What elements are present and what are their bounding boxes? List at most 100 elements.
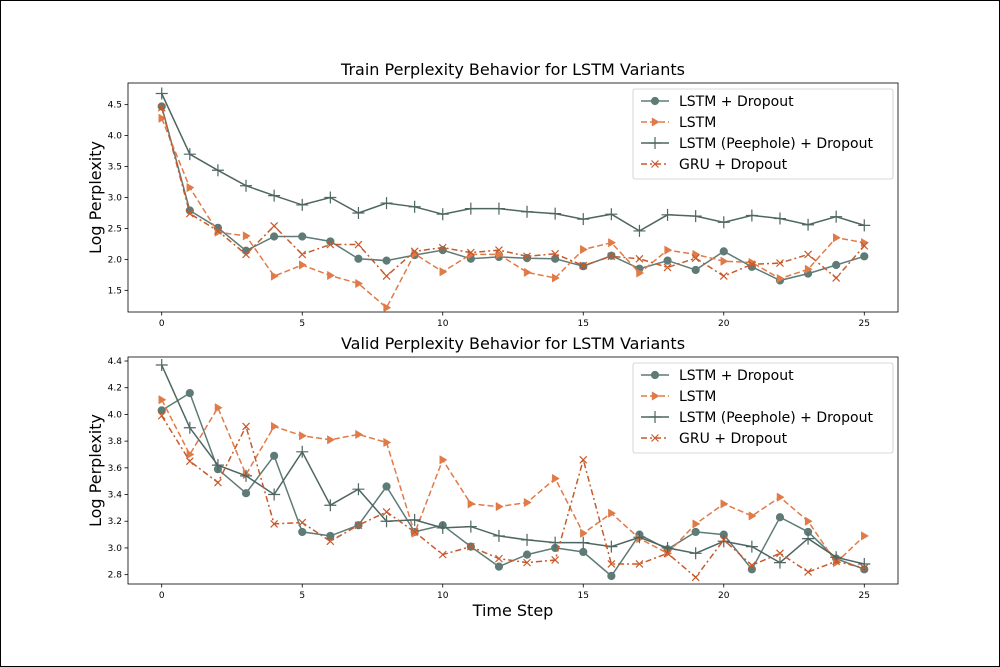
y-tick-label: 1.5 <box>108 286 122 296</box>
data-point <box>242 250 250 259</box>
data-point <box>299 260 307 270</box>
series-line <box>161 399 865 564</box>
data-point <box>155 359 168 372</box>
x-axis-label: Time Step <box>472 601 554 620</box>
data-point <box>380 197 393 210</box>
y-tick-label: 2.8 <box>108 571 123 581</box>
data-point <box>298 250 307 259</box>
data-point <box>327 270 336 281</box>
series-line <box>160 107 865 280</box>
data-point <box>691 265 700 275</box>
data-point <box>155 87 168 100</box>
series-gru <box>157 103 869 282</box>
data-point <box>242 231 251 241</box>
data-point <box>523 558 531 567</box>
data-point <box>270 222 279 230</box>
legend-box <box>632 362 894 454</box>
legend-entry: LSTM (Peephole) + Dropout <box>641 136 873 152</box>
data-point <box>241 489 251 498</box>
legend-entry: GRU + Dropout <box>641 431 788 447</box>
data-point <box>523 252 531 261</box>
legend-label: LSTM (Peephole) + Dropout <box>679 136 873 152</box>
x-tick-label: 0 <box>159 591 165 601</box>
data-point <box>382 482 391 491</box>
y-tick-label: 4.0 <box>108 132 123 142</box>
data-point <box>773 212 786 225</box>
data-point <box>802 218 815 231</box>
data-point <box>804 264 813 274</box>
data-point <box>298 232 307 241</box>
data-point <box>270 271 279 281</box>
data-point <box>268 488 281 501</box>
data-point <box>521 533 534 546</box>
x-tick-label: 20 <box>718 591 730 601</box>
data-point <box>464 202 477 215</box>
data-point <box>495 249 504 260</box>
data-point <box>495 554 503 563</box>
data-point <box>495 246 503 255</box>
data-point <box>438 550 447 559</box>
data-point <box>804 568 812 576</box>
data-point <box>633 531 646 544</box>
data-point <box>240 469 253 482</box>
legend-marker <box>649 411 661 423</box>
data-point <box>691 254 700 263</box>
data-point <box>242 422 250 431</box>
data-point <box>717 216 730 229</box>
data-point <box>523 267 532 278</box>
data-point <box>745 209 758 222</box>
data-point <box>608 508 617 518</box>
legend-marker <box>651 117 660 127</box>
data-point <box>270 232 279 241</box>
data-point <box>296 445 309 458</box>
y-tick-label: 2.5 <box>108 224 122 234</box>
x-tick-label: 5 <box>299 319 305 329</box>
plot-frame <box>127 356 899 585</box>
x-tick-label: 5 <box>299 591 305 601</box>
y-tick-label: 3.6 <box>108 464 123 474</box>
data-point <box>549 207 562 220</box>
series-line <box>160 106 865 282</box>
data-point <box>551 273 560 283</box>
x-tick-label: 0 <box>159 319 165 329</box>
data-point <box>635 560 644 568</box>
data-point <box>776 273 785 284</box>
data-point <box>860 252 869 261</box>
data-point <box>408 513 421 526</box>
data-point <box>186 182 195 193</box>
data-point <box>549 536 562 549</box>
data-point <box>605 208 618 221</box>
legend-marker <box>650 370 660 380</box>
data-point <box>214 478 222 487</box>
legend-entry: LSTM (Peephole) + Dropout <box>641 410 873 426</box>
data-point <box>748 511 757 521</box>
legend: LSTM + Dropout LSTM LSTM (Peephole) + Drop… <box>632 362 894 454</box>
y-tick-label: 3.8 <box>108 437 123 447</box>
data-point <box>804 516 813 526</box>
data-point <box>521 205 534 218</box>
data-point <box>745 540 758 553</box>
data-point <box>185 209 194 218</box>
data-point <box>691 527 700 537</box>
x-tick-label: 10 <box>437 591 449 601</box>
data-point <box>436 521 449 534</box>
legend-marker <box>651 160 659 168</box>
subplot-2: Valid Perplexity Behavior for LSTM Varia… <box>86 334 899 620</box>
data-point <box>352 483 365 496</box>
data-point <box>466 248 475 257</box>
legend-label: LSTM <box>679 389 716 405</box>
data-point <box>580 244 588 255</box>
data-point <box>661 541 674 554</box>
data-point <box>861 531 869 541</box>
y-tick-label: 4.0 <box>108 410 123 420</box>
x-tick-label: 10 <box>437 319 449 329</box>
chart-title: Valid Perplexity Behavior for LSTM Varia… <box>341 334 685 353</box>
data-point <box>185 457 194 466</box>
data-point <box>186 449 195 460</box>
data-point <box>214 403 223 413</box>
data-point <box>299 431 307 441</box>
data-point <box>298 518 307 527</box>
x-tick-label: 20 <box>718 319 730 329</box>
data-point <box>354 254 363 263</box>
